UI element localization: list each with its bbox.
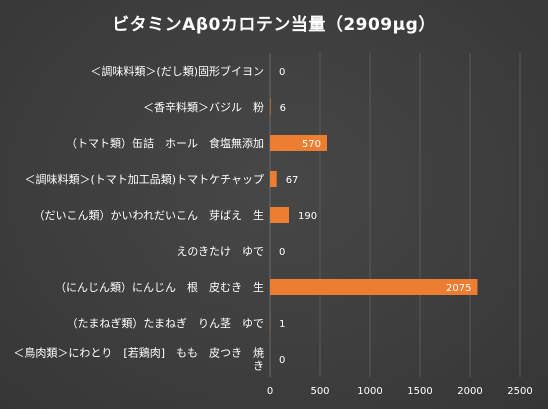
category-label-1: ＜香辛料類＞バジル 粉 — [143, 100, 264, 114]
category-label-6: （にんじん類）にんじん 根 皮むき 生 — [55, 280, 264, 294]
x-tick-label-2000: 2000 — [457, 386, 482, 397]
value-label-0: 0 — [279, 67, 285, 78]
x-tick-label-0: 0 — [267, 386, 273, 397]
category-label-2: （トマト類）缶詰 ホール 食塩無添加 — [66, 136, 264, 150]
bar-2 — [270, 135, 327, 151]
category-label-4: （だいこん類）かいわれだいこん 芽ばえ 生 — [34, 208, 264, 222]
category-label-0: ＜調味料類＞(だし類)固形ブイヨン — [90, 64, 264, 78]
chart-title: ビタミンAβ0カロテン当量（2909μg） — [112, 15, 436, 35]
value-label-2: 570 — [302, 139, 321, 150]
category-label-8-line-0: ＜鳥肉類＞にわとり [若鶏肉] もも 皮つき 焼 — [13, 346, 264, 360]
value-label-1: 6 — [280, 103, 286, 114]
value-label-5: 0 — [279, 247, 285, 258]
bar-6 — [270, 279, 478, 295]
x-tick-label-2500: 2500 — [507, 386, 532, 397]
bar-4 — [270, 207, 289, 223]
value-label-7: 1 — [279, 319, 285, 330]
value-label-6: 2075 — [446, 283, 471, 294]
x-tick-label-500: 500 — [310, 386, 329, 397]
category-label-5: えのきたけ ゆで — [176, 245, 264, 258]
value-label-8: 0 — [279, 355, 285, 366]
category-label-7: （たまねぎ類）たまねぎ りん茎 ゆで — [67, 316, 264, 330]
value-label-4: 190 — [298, 211, 317, 222]
category-label-8-line-1: き — [253, 360, 264, 373]
category-label-3: ＜調味料類＞(トマト加工品類)トマトケチャップ — [25, 172, 264, 186]
value-label-3: 67 — [286, 175, 299, 186]
x-tick-label-1500: 1500 — [407, 386, 432, 397]
x-tick-label-1000: 1000 — [357, 386, 382, 397]
bar-3 — [270, 171, 277, 187]
bar-1 — [270, 99, 271, 115]
